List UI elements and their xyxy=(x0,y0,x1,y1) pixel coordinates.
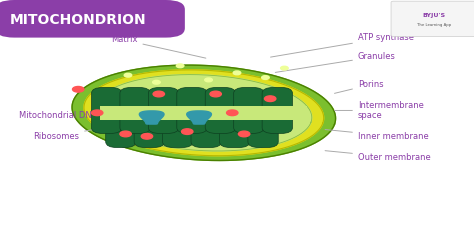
Text: ATP synthase: ATP synthase xyxy=(271,33,414,57)
Circle shape xyxy=(233,71,241,75)
Text: Granules: Granules xyxy=(275,52,396,72)
FancyBboxPatch shape xyxy=(234,87,264,133)
Circle shape xyxy=(176,64,184,68)
Circle shape xyxy=(124,73,132,77)
FancyBboxPatch shape xyxy=(391,1,474,36)
FancyBboxPatch shape xyxy=(163,92,193,148)
Circle shape xyxy=(91,110,103,116)
Polygon shape xyxy=(96,74,312,151)
FancyBboxPatch shape xyxy=(134,92,164,148)
Circle shape xyxy=(262,76,269,79)
Circle shape xyxy=(227,110,238,116)
Polygon shape xyxy=(187,111,211,124)
FancyBboxPatch shape xyxy=(100,106,307,120)
FancyBboxPatch shape xyxy=(191,92,221,148)
Text: Porins: Porins xyxy=(335,80,383,93)
FancyBboxPatch shape xyxy=(91,87,122,133)
Polygon shape xyxy=(72,65,336,161)
Circle shape xyxy=(73,86,84,92)
Circle shape xyxy=(120,131,131,137)
FancyBboxPatch shape xyxy=(177,87,207,133)
Text: Mitochondrial DNA: Mitochondrial DNA xyxy=(19,111,137,120)
FancyBboxPatch shape xyxy=(262,87,292,133)
FancyBboxPatch shape xyxy=(205,87,236,133)
FancyBboxPatch shape xyxy=(0,0,185,38)
Circle shape xyxy=(182,129,193,134)
FancyBboxPatch shape xyxy=(106,92,136,148)
Text: Inner membrane: Inner membrane xyxy=(325,129,428,141)
Circle shape xyxy=(210,91,221,97)
Text: Matrix: Matrix xyxy=(111,35,206,58)
Circle shape xyxy=(281,66,288,70)
Polygon shape xyxy=(139,111,164,124)
FancyBboxPatch shape xyxy=(148,87,179,133)
Text: Outer membrane: Outer membrane xyxy=(325,151,430,162)
Text: The Learning App: The Learning App xyxy=(417,23,451,27)
Circle shape xyxy=(153,80,160,84)
Circle shape xyxy=(141,133,153,139)
Text: BYJU'S: BYJU'S xyxy=(422,13,445,18)
Text: MITOCHONDRION: MITOCHONDRION xyxy=(9,13,146,27)
Text: Ribosomes: Ribosomes xyxy=(33,130,92,141)
Circle shape xyxy=(264,96,276,102)
Circle shape xyxy=(153,91,164,97)
FancyBboxPatch shape xyxy=(248,92,278,148)
Polygon shape xyxy=(84,70,324,156)
FancyBboxPatch shape xyxy=(219,92,250,148)
Circle shape xyxy=(205,78,212,82)
FancyBboxPatch shape xyxy=(120,87,150,133)
Circle shape xyxy=(238,131,250,137)
Text: Intermembrane
space: Intermembrane space xyxy=(335,101,424,120)
